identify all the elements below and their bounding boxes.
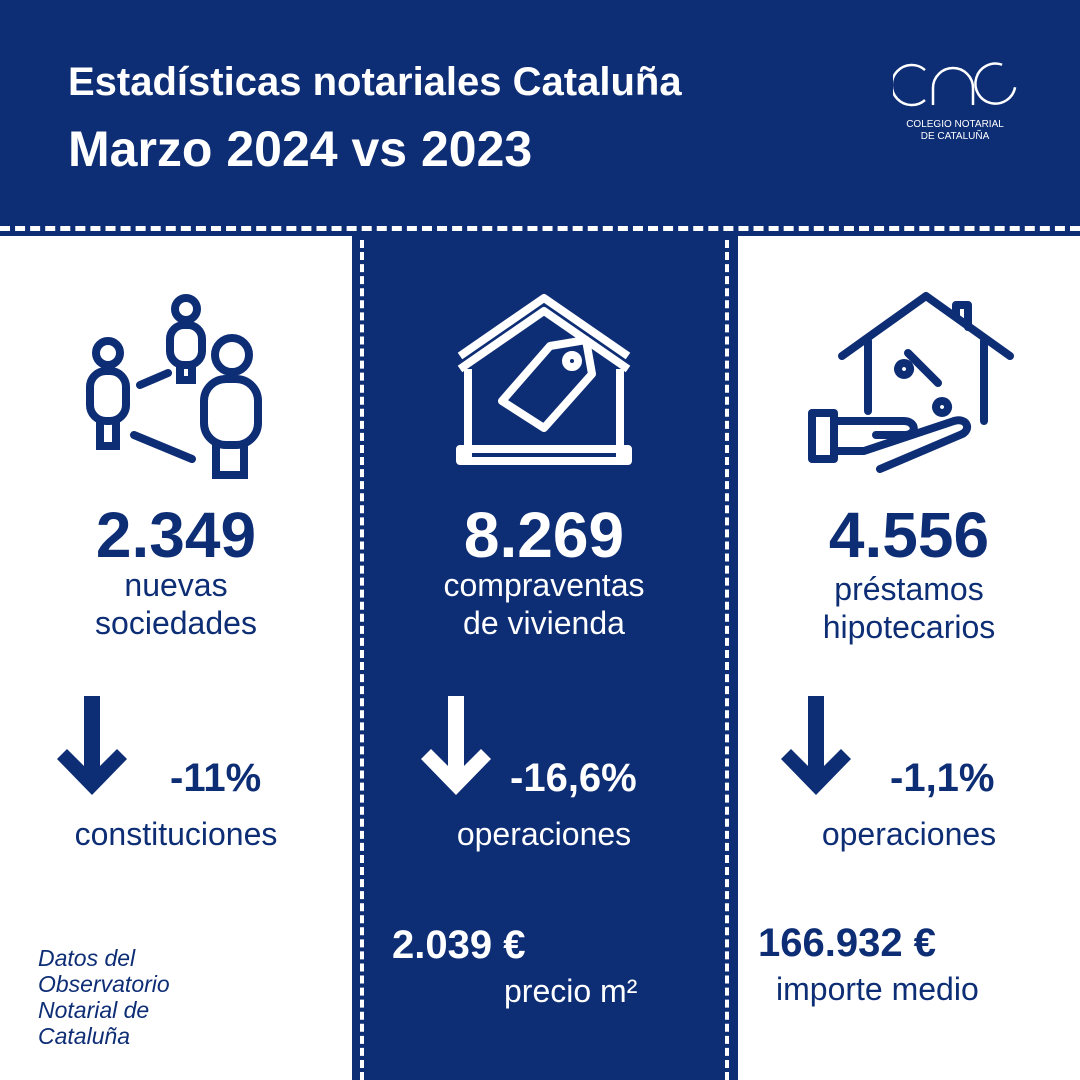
column-prestamos: 4.556 préstamos hipotecarios -1,1% operac… <box>738 236 1080 1080</box>
change-label-compraventas: operaciones <box>456 816 632 852</box>
arrow-down-icon <box>421 696 491 795</box>
change-sociedades: -11% <box>170 756 262 800</box>
people-network-icon <box>0 291 352 479</box>
page-title: Estadísticas notariales Cataluña <box>68 60 682 104</box>
value-compraventas: 8.269 <box>463 499 625 571</box>
change-compraventas: -16,6% <box>510 756 637 800</box>
value-prestamos: 4.556 <box>828 499 990 571</box>
header-banner: Estadísticas notariales Cataluña Marzo 2… <box>0 0 1080 236</box>
change-label-prestamos: operaciones <box>821 816 997 852</box>
arrow-down-icon <box>57 696 127 795</box>
column-sociedades: 2.349 nuevas sociedades -11% constitucion… <box>0 236 352 1080</box>
price-m2-label: precio m² <box>504 973 638 1009</box>
house-price-tag-icon <box>360 291 728 471</box>
price-m2-value: 2.039 € <box>392 923 526 967</box>
house-percent-hand-icon <box>738 291 1080 473</box>
logo: COLEGIO NOTARIAL DE CATALUÑA <box>890 60 1020 143</box>
column-compraventas: 8.269 compraventas de vivienda -16,6% ope… <box>360 236 728 1080</box>
source-note: Datos del Observatorio Notarial de Cataluña <box>38 945 170 1049</box>
value-sociedades: 2.349 <box>95 499 257 571</box>
logo-text-2: DE CATALUÑA <box>920 131 990 142</box>
label-prestamos: préstamos hipotecarios <box>822 571 996 645</box>
logo-text-1: COLEGIO NOTARIAL <box>906 119 1004 130</box>
change-label-sociedades: constituciones <box>74 816 278 852</box>
arrow-down-icon <box>781 696 851 795</box>
divider-left <box>360 240 364 1080</box>
divider-right <box>725 240 729 1080</box>
center-panel <box>352 236 738 1080</box>
page-subtitle: Marzo 2024 vs 2023 <box>68 121 533 177</box>
label-compraventas: compraventas de vivienda <box>443 567 645 641</box>
importe-medio-value: 166.932 € <box>758 921 936 965</box>
cnc-logo-icon <box>890 62 1017 107</box>
importe-medio-label: importe medio <box>776 971 979 1007</box>
change-prestamos: -1,1% <box>890 756 995 800</box>
label-sociedades: nuevas sociedades <box>95 567 257 641</box>
divider-horizontal <box>0 226 1080 231</box>
